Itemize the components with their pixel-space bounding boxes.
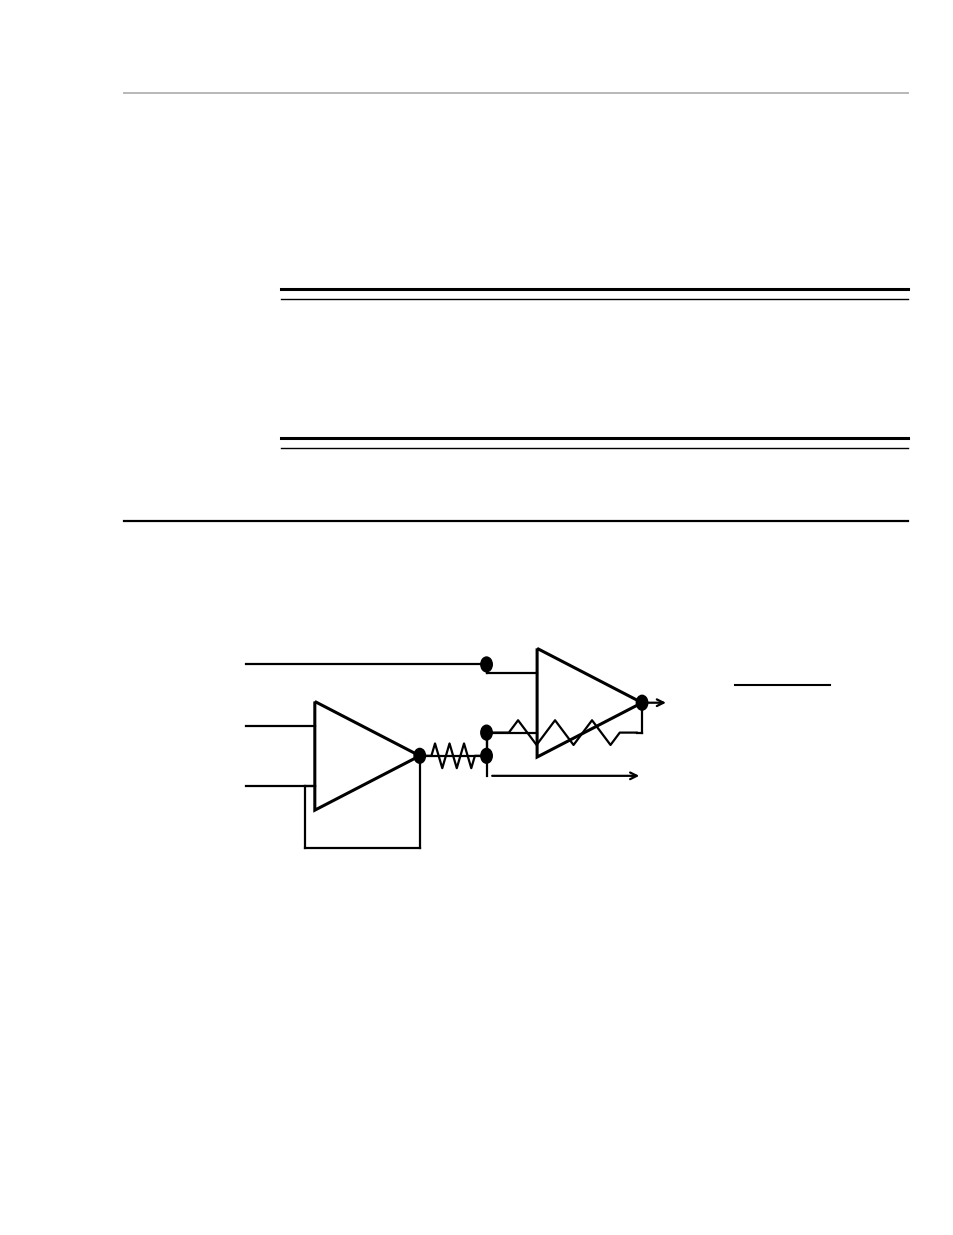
Circle shape <box>480 748 492 763</box>
Circle shape <box>480 725 492 740</box>
Circle shape <box>636 695 647 710</box>
Circle shape <box>480 657 492 672</box>
Circle shape <box>414 748 425 763</box>
